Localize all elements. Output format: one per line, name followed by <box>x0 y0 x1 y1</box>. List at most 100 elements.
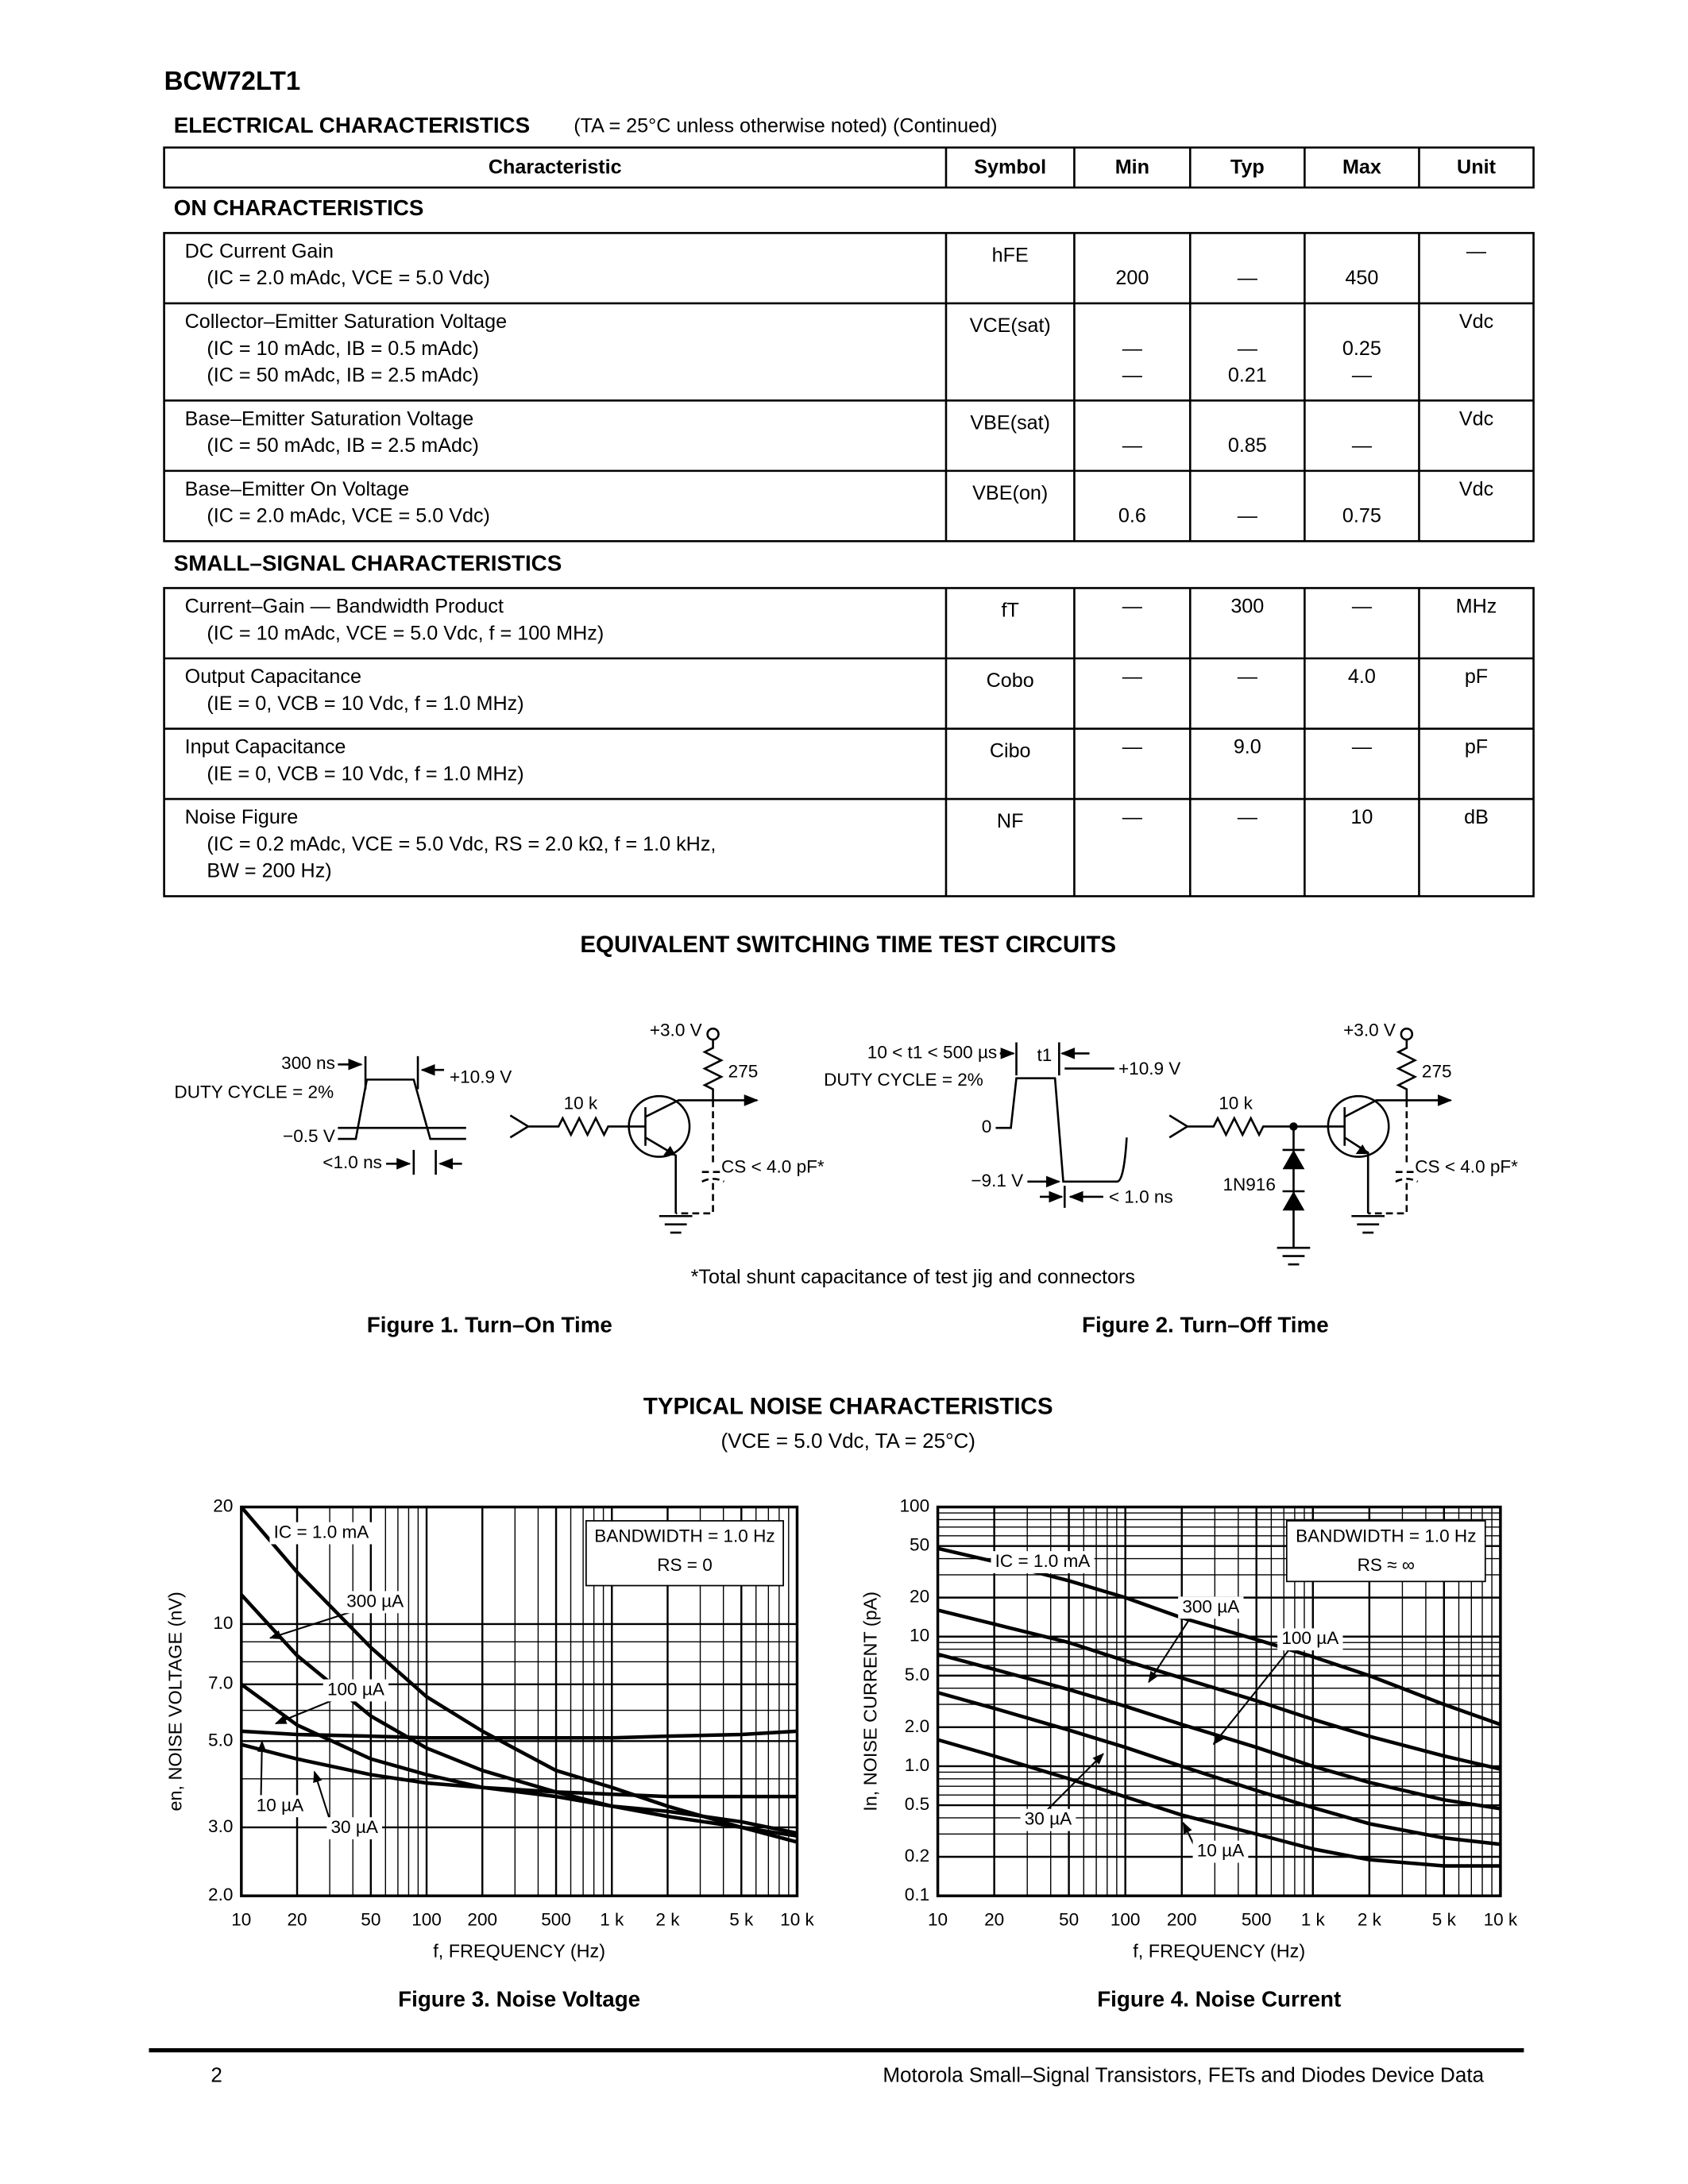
value-typ: 0.85 <box>1228 434 1267 457</box>
value-min: 0.6 <box>1118 505 1146 527</box>
note-box <box>585 1520 784 1587</box>
circuit-label: +3.0 V <box>650 1021 702 1040</box>
x-tick-label: 20 <box>984 1909 1004 1929</box>
y-tick-label: 10 <box>213 1613 233 1633</box>
circuit-figure-2: 10 < t1 < 500 µs t1 DUTY CYCLE = 2% +10.… <box>824 1021 1518 1266</box>
caption: Figure 1. Turn–On Time <box>367 1312 612 1337</box>
value-max: 10 <box>1350 806 1373 828</box>
symbol: Cobo <box>987 669 1034 692</box>
symbol: VCE(sat) <box>970 314 1051 337</box>
label-background <box>269 1522 373 1545</box>
x-tick-label: 500 <box>1242 1909 1272 1929</box>
circuit-label: +10.9 V <box>450 1067 512 1087</box>
x-tick-label: 20 <box>287 1909 307 1929</box>
condition: (TA = 25°C unless otherwise noted) (Cont… <box>574 114 997 137</box>
characteristic: Base–Emitter Saturation Voltage <box>185 407 474 430</box>
label-background <box>252 1795 308 1818</box>
series-label: IC = 1.0 mA <box>274 1522 369 1542</box>
value-typ: 300 <box>1230 595 1264 617</box>
circuit-shape <box>1400 1027 1414 1041</box>
series-label: 300 µA <box>1182 1596 1239 1616</box>
column-header: Symbol <box>974 156 1046 178</box>
circuit-shape <box>663 1145 676 1156</box>
note: RS = 0 <box>657 1555 713 1575</box>
characteristic: (IC = 50 mAdc, IB = 2.5 mAdc) <box>207 365 479 387</box>
value-max: 4.0 <box>1348 666 1376 688</box>
plot-frame <box>936 1505 1502 1897</box>
characteristic: (IC = 10 mAdc, VCE = 5.0 Vdc, f = 100 MH… <box>207 622 604 644</box>
y-tick-label: 3.0 <box>208 1816 233 1836</box>
y-tick-label: 0.5 <box>905 1794 929 1814</box>
characteristic: Output Capacitance <box>185 666 361 688</box>
series-label: IC = 1.0 mA <box>995 1551 1091 1571</box>
unit: — <box>1466 240 1487 262</box>
circuit-label: 300 ns <box>281 1053 335 1073</box>
x-tick-label: 10 <box>231 1909 251 1929</box>
noise-curve <box>240 1683 798 1835</box>
label-background <box>1277 1628 1343 1651</box>
symbol: VBE(on) <box>972 482 1048 504</box>
unit: pF <box>1465 735 1488 758</box>
circuit-label: CS < 4.0 pF* <box>1415 1156 1518 1176</box>
circuit-shape <box>1168 1114 1345 1139</box>
series-label: 10 µA <box>1197 1841 1244 1861</box>
column-header: Characteristic <box>489 156 622 178</box>
value-max: 450 <box>1345 267 1378 289</box>
value-min: — <box>1122 806 1143 828</box>
section-title: EQUIVALENT SWITCHING TIME TEST CIRCUITS <box>580 932 1116 958</box>
series-label: 100 µA <box>327 1679 384 1699</box>
table-header <box>163 146 1535 189</box>
x-tick-label: 5 k <box>1432 1909 1457 1929</box>
circuit-shape <box>1396 1040 1418 1101</box>
characteristic: Collector–Emitter Saturation Voltage <box>185 311 508 333</box>
x-tick-label: 2 k <box>655 1909 680 1929</box>
circuit-shape <box>628 1094 691 1158</box>
circuit-label: < 1.0 ns <box>1109 1187 1173 1207</box>
label-arrow <box>1212 1647 1292 1746</box>
x-tick-label: 500 <box>541 1909 571 1929</box>
label-arrow <box>1148 1615 1192 1684</box>
circuit-shape <box>1355 1144 1369 1155</box>
circuit-shape <box>1343 1099 1407 1214</box>
value-min: — <box>1122 735 1143 758</box>
unit: pF <box>1465 666 1488 688</box>
circuit-label: 1N916 <box>1223 1175 1275 1194</box>
circuit-shape <box>338 1078 466 1140</box>
x-tick-label: 2 k <box>1358 1909 1382 1929</box>
column-header: Max <box>1342 156 1381 178</box>
circuit-shape <box>659 1214 693 1234</box>
unit: dB <box>1464 806 1489 828</box>
characteristic: (IC = 0.2 mAdc, VCE = 5.0 Vdc, RS = 2.0 … <box>207 833 716 855</box>
symbol: hFE <box>992 245 1029 267</box>
characteristic: (IC = 2.0 mAdc, VCE = 5.0 Vdc) <box>207 267 490 289</box>
series-label: 30 µA <box>330 1817 377 1837</box>
y-tick-label: 1.0 <box>905 1755 929 1775</box>
unit: Vdc <box>1459 407 1493 430</box>
x-tick-label: 10 k <box>1484 1909 1518 1929</box>
circuit-figure-1: 300 ns DUTY CYCLE = 2% +10.9 V −0.5 V <1… <box>174 1021 825 1234</box>
circuit-shape <box>1277 1246 1311 1266</box>
characteristic: Base–Emitter On Voltage <box>185 478 409 500</box>
circuit-label: DUTY CYCLE = 2% <box>174 1082 334 1102</box>
circuit-shape <box>1282 1126 1305 1248</box>
plot-frame <box>240 1505 799 1897</box>
circuit-label: 275 <box>1422 1062 1452 1082</box>
x-axis-label: f, FREQUENCY (Hz) <box>1133 1941 1305 1962</box>
series-label: 30 µA <box>1025 1809 1072 1829</box>
label-background <box>326 1817 383 1839</box>
series-label: 300 µA <box>346 1591 404 1611</box>
x-tick-label: 200 <box>467 1909 497 1929</box>
value-typ: — <box>1238 338 1258 360</box>
y-tick-label: 7.0 <box>208 1673 233 1693</box>
x-axis-label: f, FREQUENCY (Hz) <box>433 1941 605 1962</box>
label-background <box>323 1679 389 1702</box>
circuit-shape <box>995 1077 1128 1183</box>
footnote: *Total shunt capacitance of test jig and… <box>691 1266 1135 1288</box>
x-tick-label: 5 k <box>729 1909 754 1929</box>
column-header: Typ <box>1230 156 1265 178</box>
series-label: 10 µA <box>257 1795 303 1815</box>
x-tick-label: 1 k <box>600 1909 624 1929</box>
noise-curve <box>937 1652 1501 1811</box>
circuit-label: CS < 4.0 pF* <box>721 1156 825 1176</box>
